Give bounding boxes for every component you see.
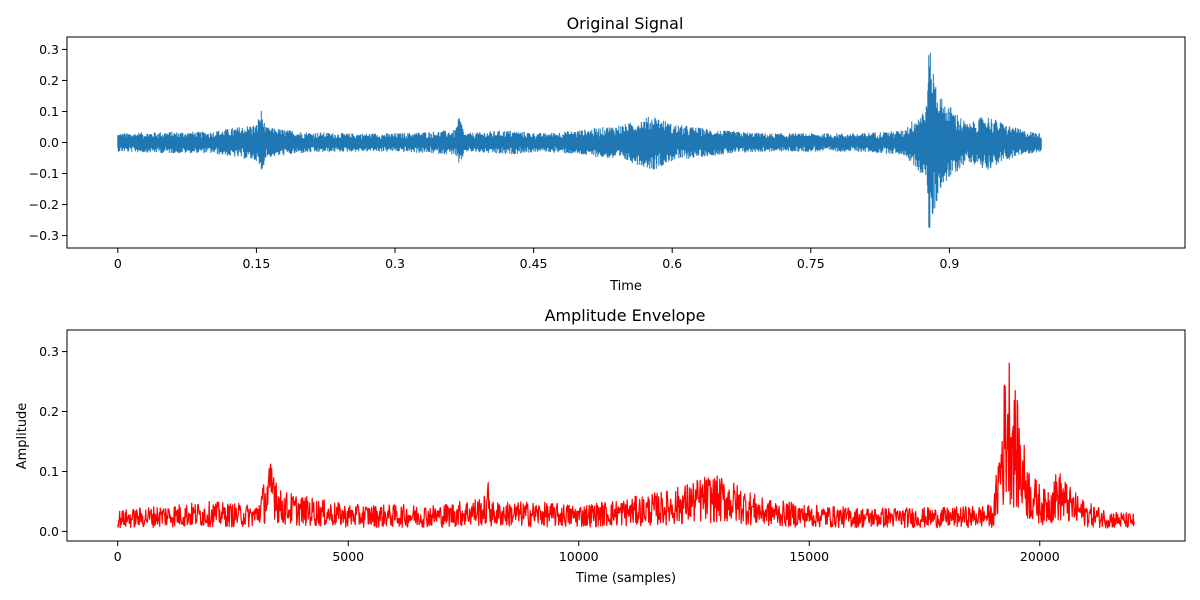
amplitude-envelope-x-label: Time (samples): [575, 571, 676, 586]
amplitude-envelope-y-label: Amplitude: [15, 403, 30, 470]
amplitude-envelope-x-tick-label: 0: [114, 549, 122, 564]
original-signal-x-tick-label: 0.75: [797, 256, 825, 271]
original-signal-panel: Original Signal 0 0.15 0.3 0.45 0.6 0.75 0.9 −…: [29, 14, 1186, 294]
original-signal-x-tick-label: 0.15: [242, 256, 270, 271]
amplitude-envelope-series-line: [117, 362, 1135, 529]
original-signal-x-tick-label: 0.3: [385, 256, 405, 271]
original-signal-y-ticks: −0.3 −0.2 −0.1 0.0 0.1 0.2 0.3: [29, 42, 67, 243]
amplitude-envelope-x-tick-label: 5000: [332, 549, 364, 564]
original-signal-x-label: Time: [609, 279, 642, 294]
amplitude-envelope-y-tick-label: 0.1: [39, 464, 59, 479]
amplitude-envelope-y-ticks: 0.0 0.1 0.2 0.3: [39, 344, 67, 539]
original-signal-x-tick-label: 0.6: [662, 256, 682, 271]
amplitude-envelope-y-tick-label: 0.2: [39, 404, 59, 419]
original-signal-series-line: [117, 52, 1042, 229]
amplitude-envelope-panel: Amplitude Envelope 0 5000 10000 15000 20000 …: [15, 306, 1186, 586]
amplitude-envelope-x-tick-label: 20000: [1020, 549, 1060, 564]
original-signal-title: Original Signal: [567, 14, 684, 33]
amplitude-envelope-title: Amplitude Envelope: [545, 306, 706, 325]
amplitude-envelope-x-tick-label: 15000: [789, 549, 829, 564]
original-signal-x-tick-label: 0.9: [939, 256, 959, 271]
amplitude-envelope-axes-frame: [66, 329, 1186, 542]
original-signal-x-tick-label: 0: [114, 256, 122, 271]
amplitude-envelope-plot-area: [117, 362, 1135, 529]
original-signal-y-tick-label: 0.2: [39, 73, 59, 88]
original-signal-y-tick-label: −0.2: [29, 197, 59, 212]
amplitude-envelope-y-tick-label: 0.0: [39, 524, 59, 539]
original-signal-x-ticks: 0 0.15 0.3 0.45 0.6 0.75 0.9: [114, 248, 959, 271]
original-signal-y-tick-label: 0.3: [39, 42, 59, 57]
amplitude-envelope-x-tick-label: 10000: [559, 549, 599, 564]
amplitude-envelope-y-tick-label: 0.3: [39, 344, 59, 359]
original-signal-y-tick-label: 0.1: [39, 104, 59, 119]
original-signal-y-tick-label: −0.1: [29, 166, 59, 181]
amplitude-envelope-x-ticks: 0 5000 10000 15000 20000: [114, 541, 1060, 564]
original-signal-plot-area: [117, 52, 1042, 229]
original-signal-x-tick-label: 0.45: [520, 256, 548, 271]
original-signal-y-tick-label: 0.0: [39, 135, 59, 150]
original-signal-y-tick-label: −0.3: [29, 228, 59, 243]
